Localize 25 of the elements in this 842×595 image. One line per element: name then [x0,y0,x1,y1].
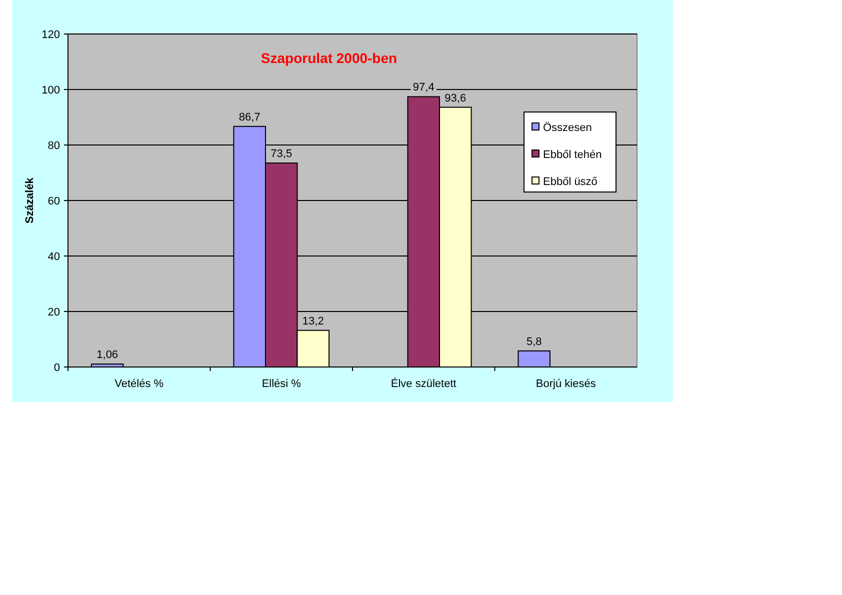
data-label: 13,2 [302,315,324,328]
text: Szaporulat 2000-ben [260,50,398,66]
x-tick-label: Borjú kiesés [536,378,596,390]
x-tick-label: Vetélés % [114,378,164,390]
x-tick-label: Élve született [390,377,456,390]
legend-label: Ebből tehén [543,149,602,161]
data-label: 86,7 [238,111,260,124]
y-tick-label: 100 [42,84,60,96]
bar [518,350,550,368]
legend-label: Összesen [543,121,592,134]
data-label: 5,8 [526,336,542,348]
data-label: 73,5 [270,148,292,160]
y-tick-label: 20 [48,306,60,318]
y-tick-label: 40 [48,251,60,263]
data-label: 1,06 [96,349,118,362]
y-axis-title: Százalék [24,176,36,224]
y-tick-label: 60 [48,196,60,208]
bar [90,364,124,368]
data-label: 93,6 [444,92,466,104]
legend-label: Ebből üsző [543,176,598,188]
data-label: 97,4 [412,82,434,94]
y-tick-label: 80 [48,140,60,152]
y-tick-label: 0 [54,362,60,374]
x-tick-label: Ellési % [262,378,302,390]
y-tick-label: 120 [42,29,60,41]
